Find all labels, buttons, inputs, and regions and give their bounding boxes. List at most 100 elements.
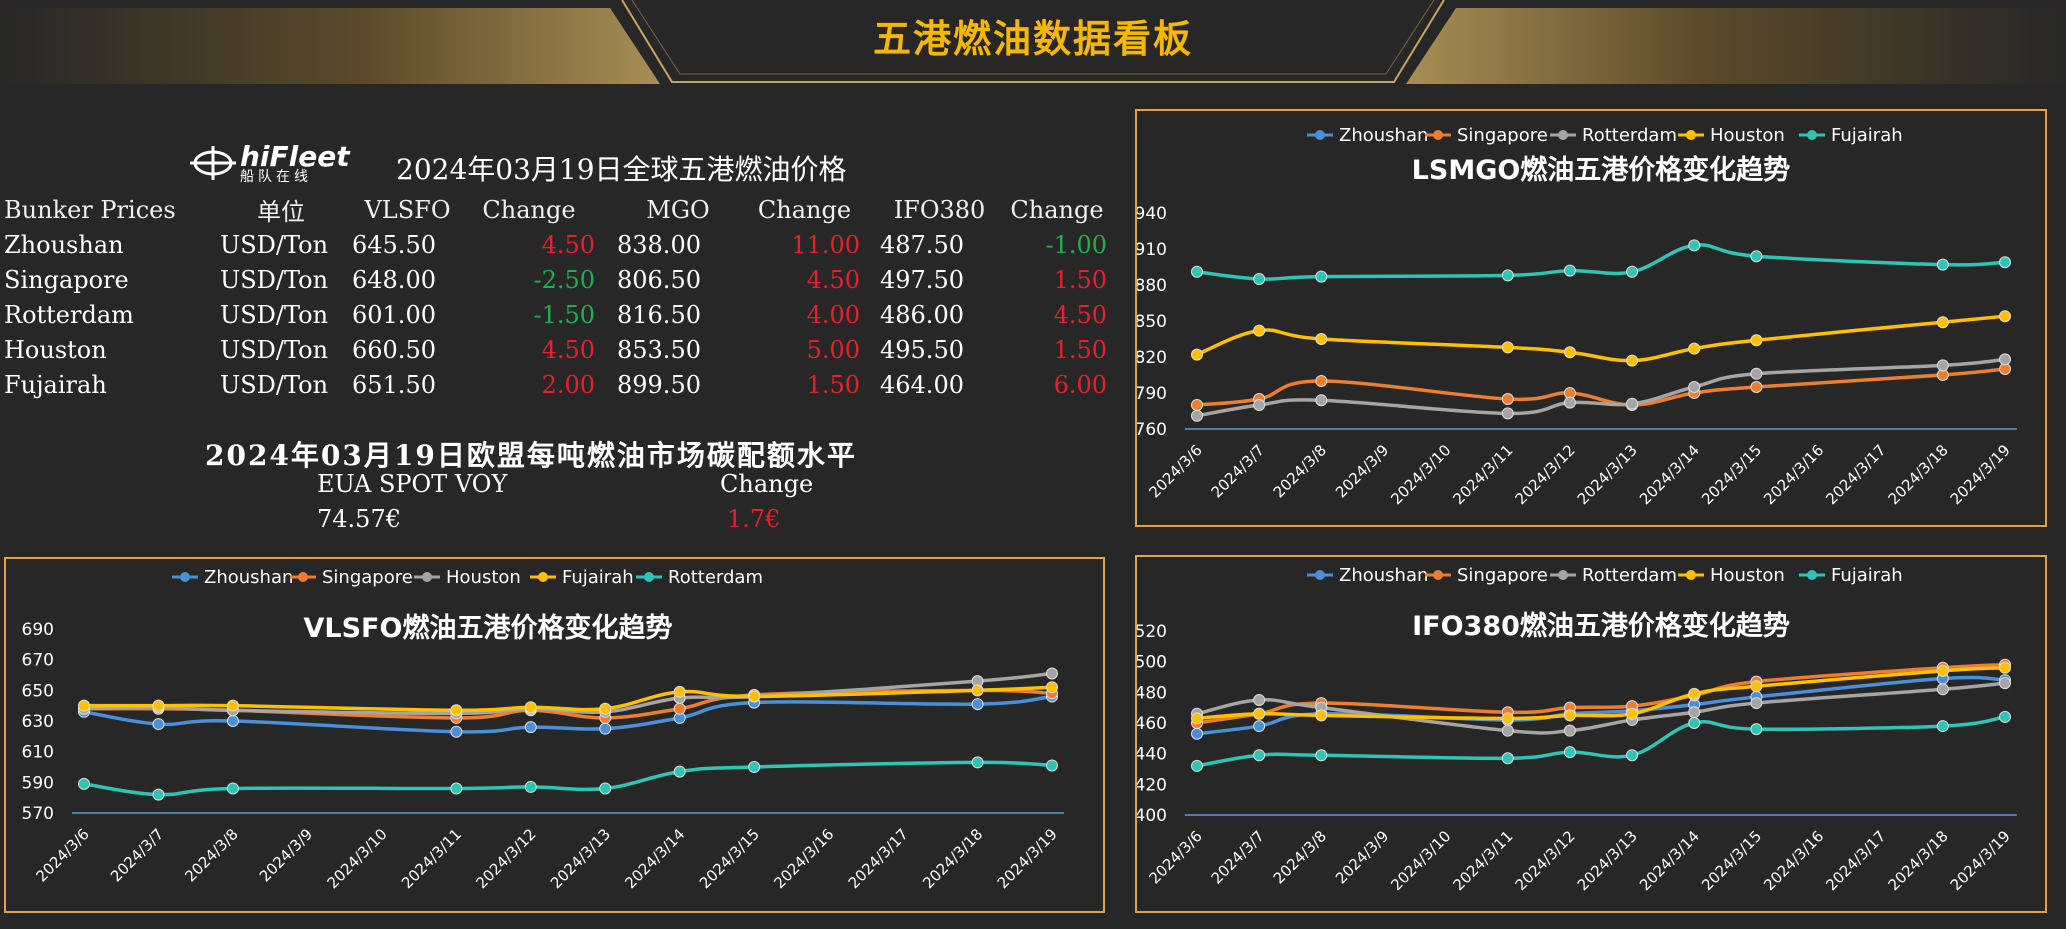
vlsfo-change-cell: -2.50 (533, 265, 595, 294)
data-point (1999, 310, 2011, 323)
x-tick-label: 2024/3/11 (1449, 827, 1516, 894)
data-point (1750, 334, 1763, 347)
y-tick-label: 690 (22, 620, 54, 640)
ifo380-change-cell: 1.50 (1053, 335, 1107, 364)
legend-label: Fujairah (1831, 125, 1903, 146)
y-tick-label: 520 (1137, 622, 1167, 642)
data-point (78, 777, 90, 790)
data-point (748, 690, 761, 703)
x-tick-label: 2024/3/8 (1270, 441, 1330, 501)
legend-label: Singapore (322, 567, 413, 588)
data-point (1046, 667, 1058, 680)
legend-marker (1433, 570, 1443, 580)
x-tick-label: 2024/3/10 (1387, 441, 1454, 508)
series-line-rotterdam (83, 760, 1053, 797)
data-point (1626, 265, 1639, 278)
vlsfo-change-cell: 4.50 (541, 335, 595, 364)
hifleet-logo-icon (190, 146, 236, 180)
y-tick-label: 500 (1137, 653, 1167, 673)
data-point (599, 722, 612, 735)
legend-entry: Rotterdam (1550, 125, 1677, 146)
eua-title: 2024年03月19日欧盟每吨燃油市场碳配额水平 (205, 439, 857, 472)
x-tick-label: 2024/3/13 (1574, 441, 1641, 508)
x-tick-label: 2024/3/13 (1574, 827, 1641, 894)
data-point (971, 756, 984, 769)
x-tick-label: 2024/3/9 (1332, 827, 1392, 887)
table-header-row: Bunker Prices 单位 VLSFO Change MGO Change… (4, 192, 1107, 227)
table-row: Houston USD/Ton 660.50 4.50 853.50 5.00 … (4, 332, 1107, 367)
vlsfo-chart-panel: VLSFO燃油五港价格变化趋势 Zhoushan Singapore Houston F… (4, 557, 1105, 913)
legend-label: Singapore (1457, 125, 1548, 146)
legend-label: Zhoushan (1339, 565, 1428, 586)
data-point (1936, 258, 1949, 271)
ifo380-chart-panel: IFO380燃油五港价格变化趋势 Zhoushan Singapore Rotterd… (1135, 555, 2047, 913)
header-cell: Change (482, 195, 576, 224)
vlsfo-cell: 645.50 (352, 230, 436, 259)
y-tick-label: 570 (22, 804, 54, 824)
data-point (1750, 381, 1763, 393)
x-tick-label: 2024/3/10 (324, 825, 391, 892)
data-point (1999, 677, 2011, 690)
x-tick-label: 2024/3/12 (1512, 827, 1579, 894)
eua-label: EUA SPOT VOY (317, 470, 508, 498)
legend-entry: Zhoushan (1307, 125, 1428, 146)
data-point (1688, 381, 1701, 393)
series-line-rotterdam (1196, 681, 2006, 735)
data-point (1750, 697, 1763, 710)
data-point (1046, 759, 1058, 772)
series-line-houston (83, 671, 1053, 716)
y-tick-label: 670 (22, 651, 54, 671)
data-point (1936, 316, 1949, 329)
data-point (152, 718, 165, 731)
x-tick-label: 2024/3/12 (472, 825, 539, 892)
port-cell: Rotterdam (4, 300, 134, 329)
mgo-cell: 899.50 (617, 370, 701, 399)
legend-label: Zhoushan (1339, 125, 1428, 146)
port-cell: Houston (4, 335, 107, 364)
page-title: 五港燃油数据看板 (872, 17, 1193, 61)
legend-entry: Rotterdam (636, 567, 763, 588)
legend-entry: Singapore (1425, 565, 1548, 586)
x-tick-label: 2024/3/17 (845, 825, 912, 892)
mgo-cell: 853.50 (617, 335, 701, 364)
data-point (599, 702, 612, 715)
legend-label: Fujairah (1831, 565, 1903, 586)
data-point (1688, 687, 1701, 700)
mgo-change-cell: 4.50 (806, 265, 860, 294)
data-point (1191, 265, 1203, 278)
x-tick-label: 2024/3/6 (1145, 827, 1205, 887)
data-point (226, 699, 239, 712)
x-tick-label: 2024/3/17 (1822, 827, 1889, 894)
y-tick-label: 880 (1137, 276, 1167, 296)
ifo380-change-cell: -1.00 (1045, 230, 1107, 259)
legend-marker (644, 572, 654, 582)
table-row: Fujairah USD/Ton 651.50 2.00 899.50 1.50… (4, 367, 1107, 402)
unit-cell: USD/Ton (220, 370, 329, 399)
legend-marker (538, 572, 548, 582)
ifo380-change-cell: 1.50 (1053, 265, 1107, 294)
data-point (1501, 407, 1514, 420)
data-point (971, 698, 984, 711)
data-point (1563, 724, 1576, 737)
y-tick-label: 440 (1137, 745, 1167, 765)
data-point (1253, 707, 1266, 720)
y-tick-label: 940 (1137, 204, 1167, 224)
data-point (1688, 239, 1701, 252)
table-row: Singapore USD/Ton 648.00 -2.50 806.50 4.… (4, 262, 1107, 297)
legend-label: Houston (446, 567, 521, 588)
data-point (524, 780, 537, 793)
data-point (1315, 333, 1328, 345)
legend-label: Singapore (1457, 565, 1548, 586)
legend-label: Rotterdam (1582, 565, 1677, 586)
data-point (152, 788, 165, 801)
vlsfo-change-cell: 2.00 (541, 370, 595, 399)
legend-entry: Houston (1678, 565, 1785, 586)
legend-entry: Fujairah (1799, 565, 1903, 586)
data-point (1501, 393, 1514, 405)
data-point (1750, 723, 1763, 736)
y-tick-label: 790 (1137, 384, 1167, 404)
data-point (1750, 680, 1763, 693)
legend-marker (1315, 570, 1325, 580)
header-cell: 单位 (257, 198, 305, 226)
x-tick-label: 2024/3/7 (1208, 827, 1268, 887)
